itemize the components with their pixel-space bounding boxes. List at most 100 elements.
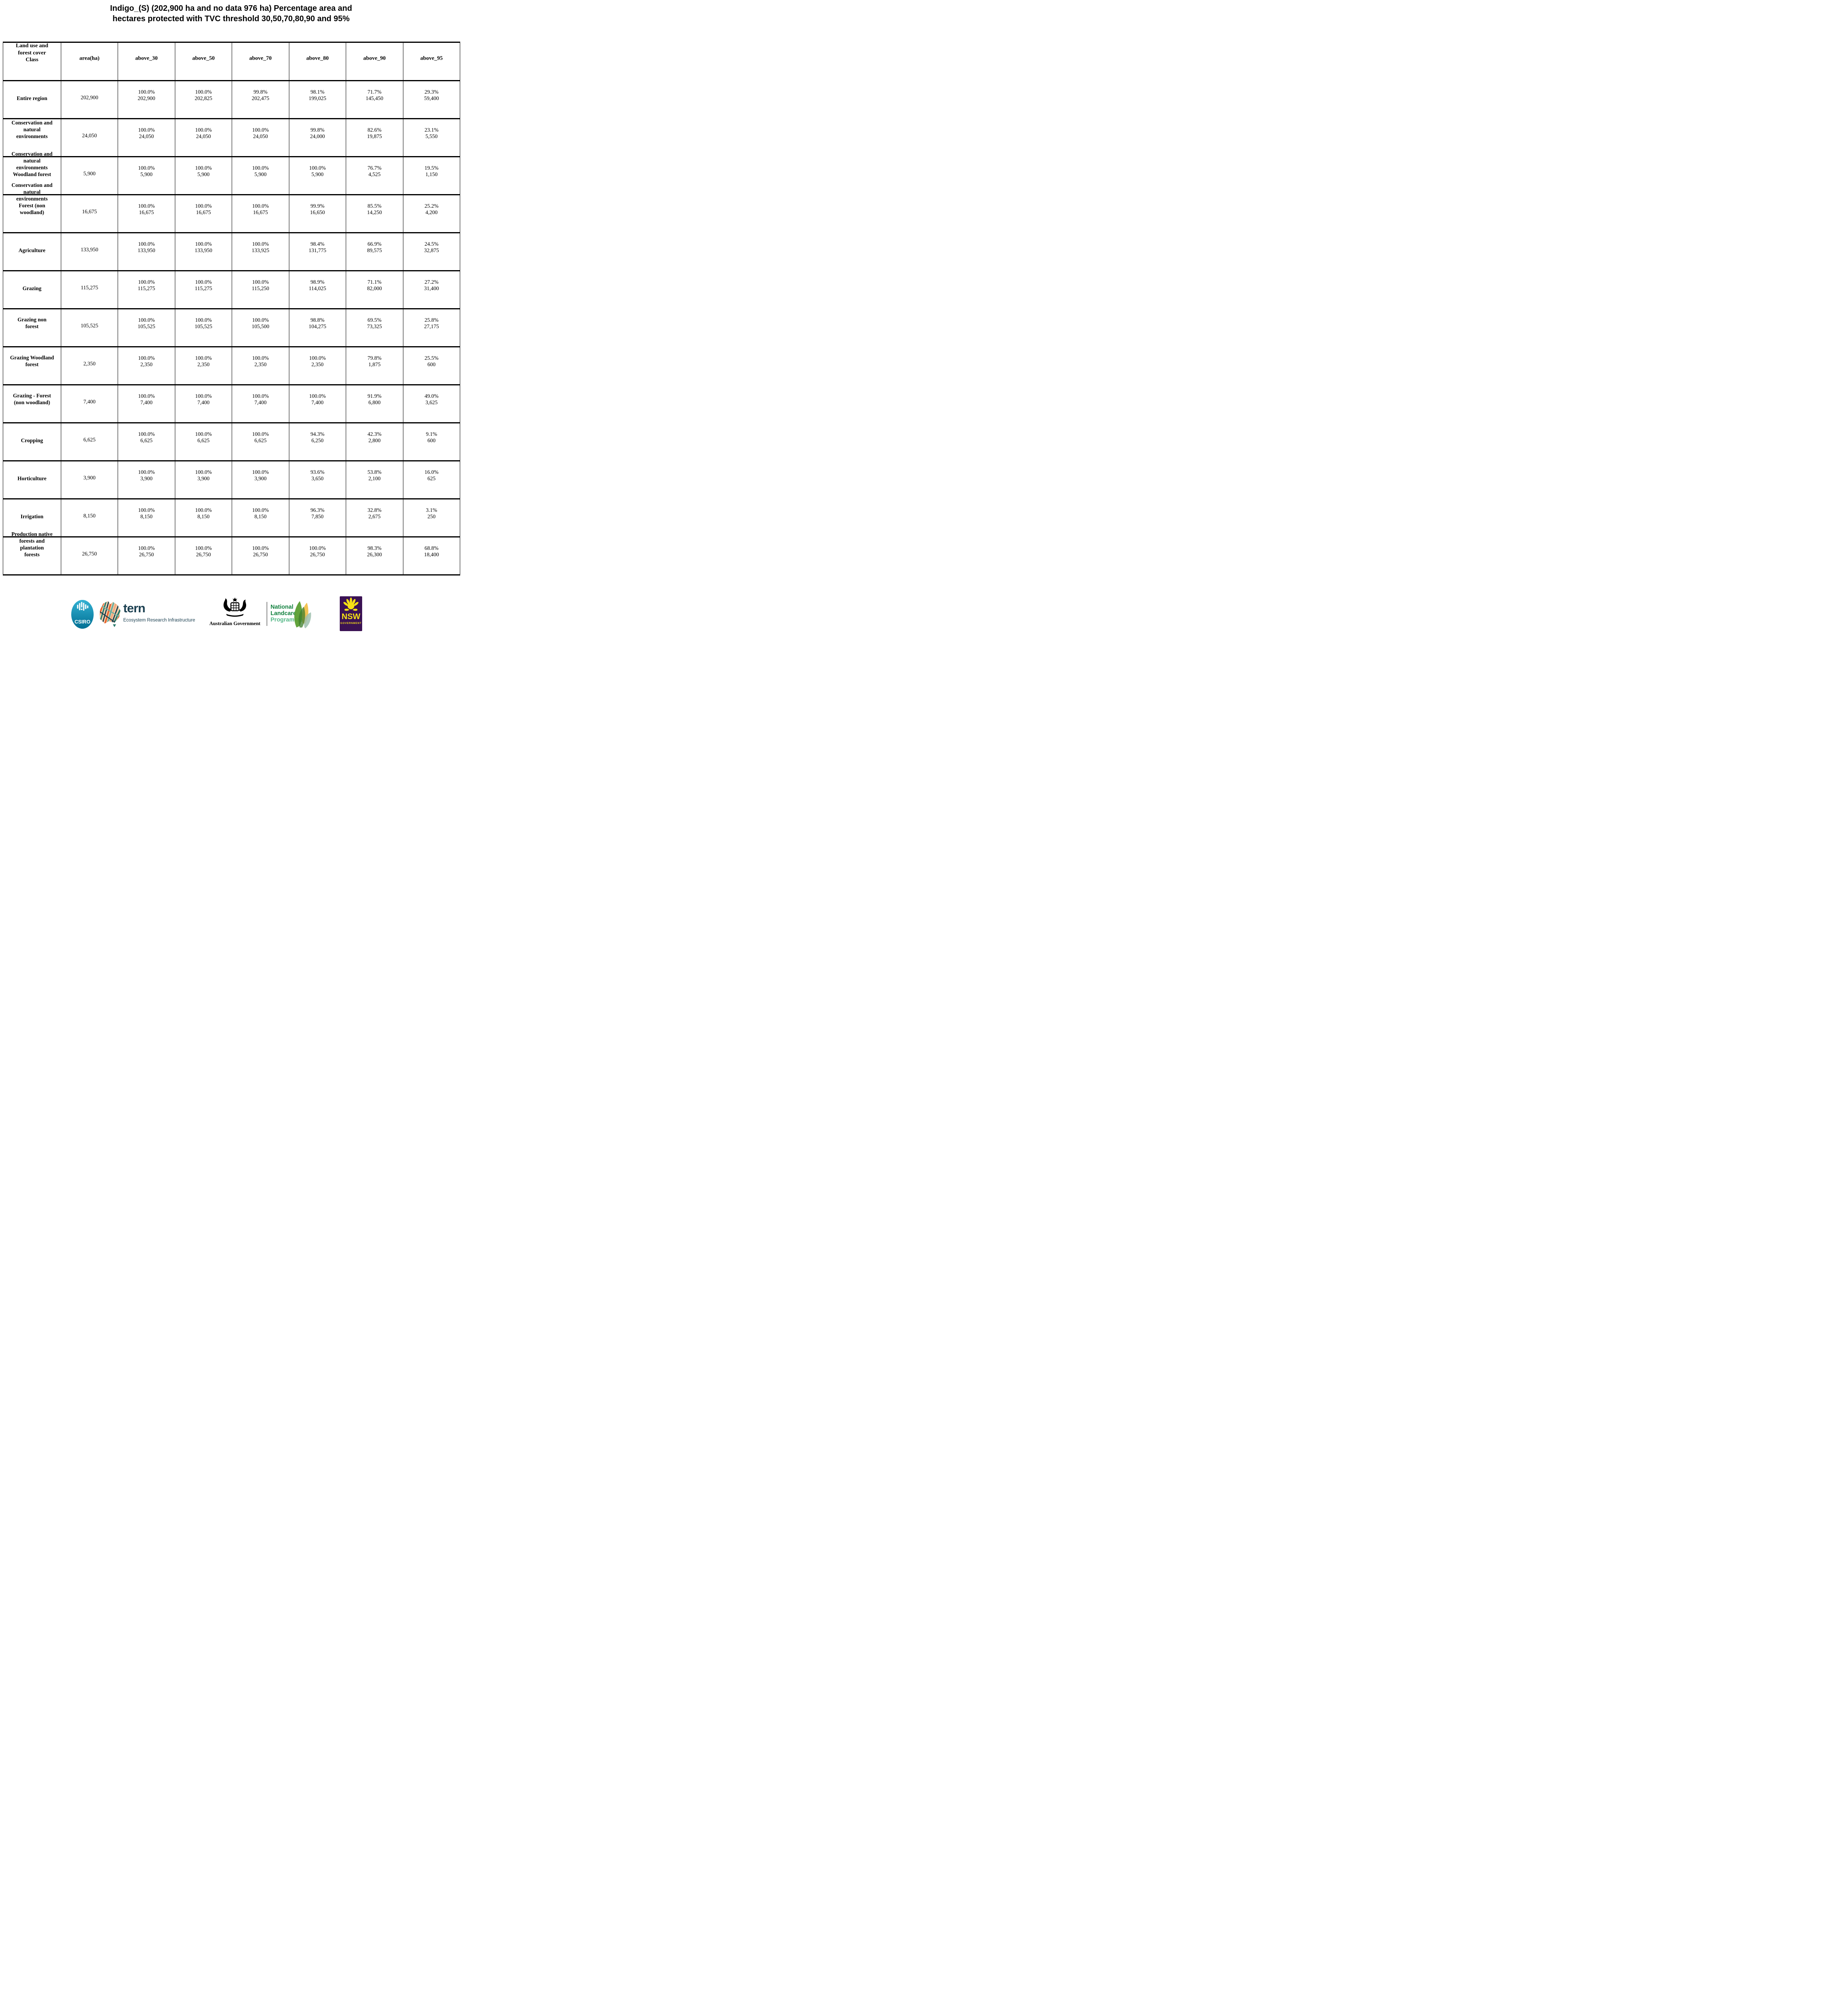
col-header-area: area(ha) [60,42,118,81]
threshold-values: 100.0% 16,675 [232,203,289,216]
threshold-values: 94.3% 6,250 [289,431,346,444]
percent-value: 100.0% [195,279,212,285]
threshold-values: 100.0% 133,950 [118,241,174,254]
percent-value: 100.0% [309,165,326,171]
landcare-line1: National [271,604,294,610]
threshold-values: 98.8% 104,275 [289,317,346,330]
threshold-values: 42.3% 2,800 [346,431,403,444]
area-value: 105,525 [80,323,98,329]
percent-value: 100.0% [138,355,155,361]
percent-value: 25.5% [424,355,439,361]
hectares-value: 600 [427,361,436,367]
table-row: Entire region 202,900 100.0% 202,900 100.0% 2… [3,80,461,119]
percent-value: 100.0% [195,431,212,437]
hectares-value: 7,400 [140,399,153,405]
row-label-cell: Cropping [3,422,61,461]
percent-value: 100.0% [195,165,212,171]
threshold-values: 100.0% 5,900 [175,165,232,178]
threshold-cell: 98.8% 104,275 [289,308,347,347]
threshold-values: 100.0% 7,400 [175,393,232,406]
row-label: Entire region [16,95,48,101]
threshold-values: 100.0% 24,050 [118,127,174,140]
percent-value: 100.0% [195,545,212,551]
hectares-value: 115,275 [194,285,212,291]
threshold-cell: 100.0% 2,350 [289,346,347,385]
percent-value: 100.0% [252,165,269,171]
threshold-cell: 25.2% 4,200 [403,194,461,233]
percent-value: 100.0% [138,241,155,247]
threshold-cell: 100.0% 7,400 [174,384,233,423]
page-title: Indigo_(S) (202,900 ha and no data 976 h… [0,3,462,24]
row-label: Horticulture [17,475,47,481]
threshold-cell: 100.0% 6,625 [174,422,233,461]
threshold-values: 3.1% 250 [403,507,460,520]
col-header-label: above_30 [135,55,158,62]
area-cell: 133,950 [60,232,118,271]
threshold-cell: 100.0% 5,900 [118,156,175,195]
hectares-value: 2,800 [368,437,381,443]
col-header-label: above_50 [192,55,215,62]
percent-value: 100.0% [138,165,155,171]
threshold-cell: 100.0% 16,675 [174,194,233,233]
threshold-cell: 24.5% 32,875 [403,232,461,271]
col-header-above80: above_80 [289,42,347,81]
threshold-cell: 79.8% 1,875 [346,346,403,385]
threshold-values: 29.3% 59,400 [403,89,460,102]
footer-logos: CSIRO [0,595,462,632]
threshold-values: 100.0% 2,350 [289,355,346,368]
row-label: Irrigation [20,513,44,519]
hectares-value: 7,400 [311,399,324,405]
percent-value: 32.8% [367,507,382,513]
threshold-values: 49.0% 3,625 [403,393,460,406]
threshold-values: 68.8% 18,400 [403,545,460,558]
threshold-cell: 71.1% 82,000 [346,270,403,309]
threshold-values: 99.8% 202,475 [232,89,289,102]
percent-value: 66.9% [367,241,382,247]
percent-value: 100.0% [195,203,212,209]
area-cell: 105,525 [60,308,118,347]
hectares-value: 5,550 [425,133,438,139]
hectares-value: 1,875 [368,361,381,367]
area-value: 8,150 [83,513,96,519]
threshold-cell: 100.0% 24,050 [232,118,289,157]
threshold-cell: 100.0% 133,950 [118,232,175,271]
threshold-values: 16.0% 625 [403,469,460,482]
threshold-cell: 99.8% 24,000 [289,118,347,157]
threshold-cell: 68.8% 18,400 [403,536,461,575]
threshold-values: 100.0% 105,500 [232,317,289,330]
threshold-values: 100.0% 5,900 [232,165,289,178]
area-cell: 2,350 [60,346,118,385]
threshold-cell: 98.1% 199,025 [289,80,347,119]
col-header-label: above_80 [306,55,329,62]
hectares-value: 89,575 [367,247,382,253]
percent-value: 71.7% [367,89,382,95]
threshold-values: 100.0% 133,950 [175,241,232,254]
table-row: Horticulture 3,900 100.0% 3,900 100.0% 3,900 1… [3,460,461,499]
threshold-cell: 100.0% 202,900 [118,80,175,119]
area-cell: 16,675 [60,194,118,233]
hectares-value: 14,250 [367,209,382,215]
threshold-cell: 100.0% 7,400 [289,384,347,423]
hectares-value: 26,750 [196,551,211,557]
row-label: Conservation and natural environments Wo… [11,151,53,177]
hectares-value: 6,625 [140,437,153,443]
threshold-values: 98.4% 131,775 [289,241,346,254]
hectares-value: 131,775 [309,247,327,253]
threshold-cell: 91.9% 6,800 [346,384,403,423]
threshold-values: 79.8% 1,875 [346,355,403,368]
table-row: Grazing Woodland forest 2,350 100.0% 2,350 1… [3,346,461,385]
row-label-cell: Irrigation [3,498,61,537]
hectares-value: 6,625 [197,437,210,443]
threshold-cell: 93.6% 3,650 [289,460,347,499]
area-cell: 3,900 [60,460,118,499]
threshold-values: 100.0% 26,750 [175,545,232,558]
area-cell: 202,900 [60,80,118,119]
threshold-cell: 100.0% 115,275 [118,270,175,309]
hectares-value: 6,625 [254,437,267,443]
threshold-values: 9.1% 600 [403,431,460,444]
hectares-value: 105,500 [251,323,269,329]
percent-value: 100.0% [252,507,269,513]
threshold-values: 25.5% 600 [403,355,460,368]
threshold-cell: 100.0% 8,150 [174,498,233,537]
australian-government-logo: Australian Government [205,597,265,627]
